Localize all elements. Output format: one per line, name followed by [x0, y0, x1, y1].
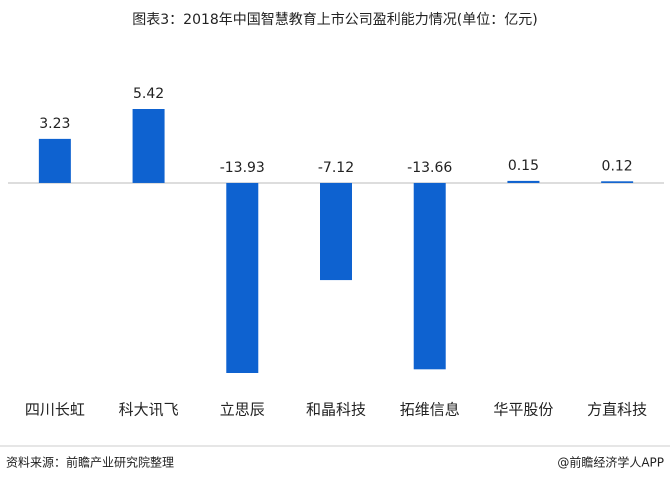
value-label: 3.23 [39, 116, 70, 132]
value-label: -13.93 [220, 160, 265, 176]
value-label: 0.15 [508, 158, 539, 174]
bar [226, 182, 259, 373]
x-tick-label: 华平股份 [493, 401, 553, 419]
source: 资料来源：前瞻产业研究院整理 [6, 455, 174, 470]
value-label: 5.42 [133, 86, 164, 102]
bar [413, 182, 446, 370]
x-tick-label: 四川长虹 [25, 401, 85, 419]
value-label: -13.66 [407, 160, 452, 176]
x-tick-label: 立思辰 [220, 401, 265, 419]
value-label: -7.12 [318, 160, 354, 176]
bar [38, 138, 71, 183]
value-label: 0.12 [602, 158, 633, 174]
bar [601, 181, 634, 183]
bar [132, 109, 165, 183]
x-tick-label: 科大讯飞 [119, 401, 179, 419]
x-tick-label: 方直科技 [587, 401, 647, 419]
credit: @前瞻经济学人APP [557, 455, 664, 470]
chart-title: 图表3：2018年中国智慧教育上市公司盈利能力情况(单位：亿元) [132, 11, 537, 28]
bar [507, 180, 540, 183]
bar [320, 182, 352, 281]
x-tick-label: 和晶科技 [306, 401, 366, 419]
x-tick-label: 拓维信息 [400, 401, 460, 419]
